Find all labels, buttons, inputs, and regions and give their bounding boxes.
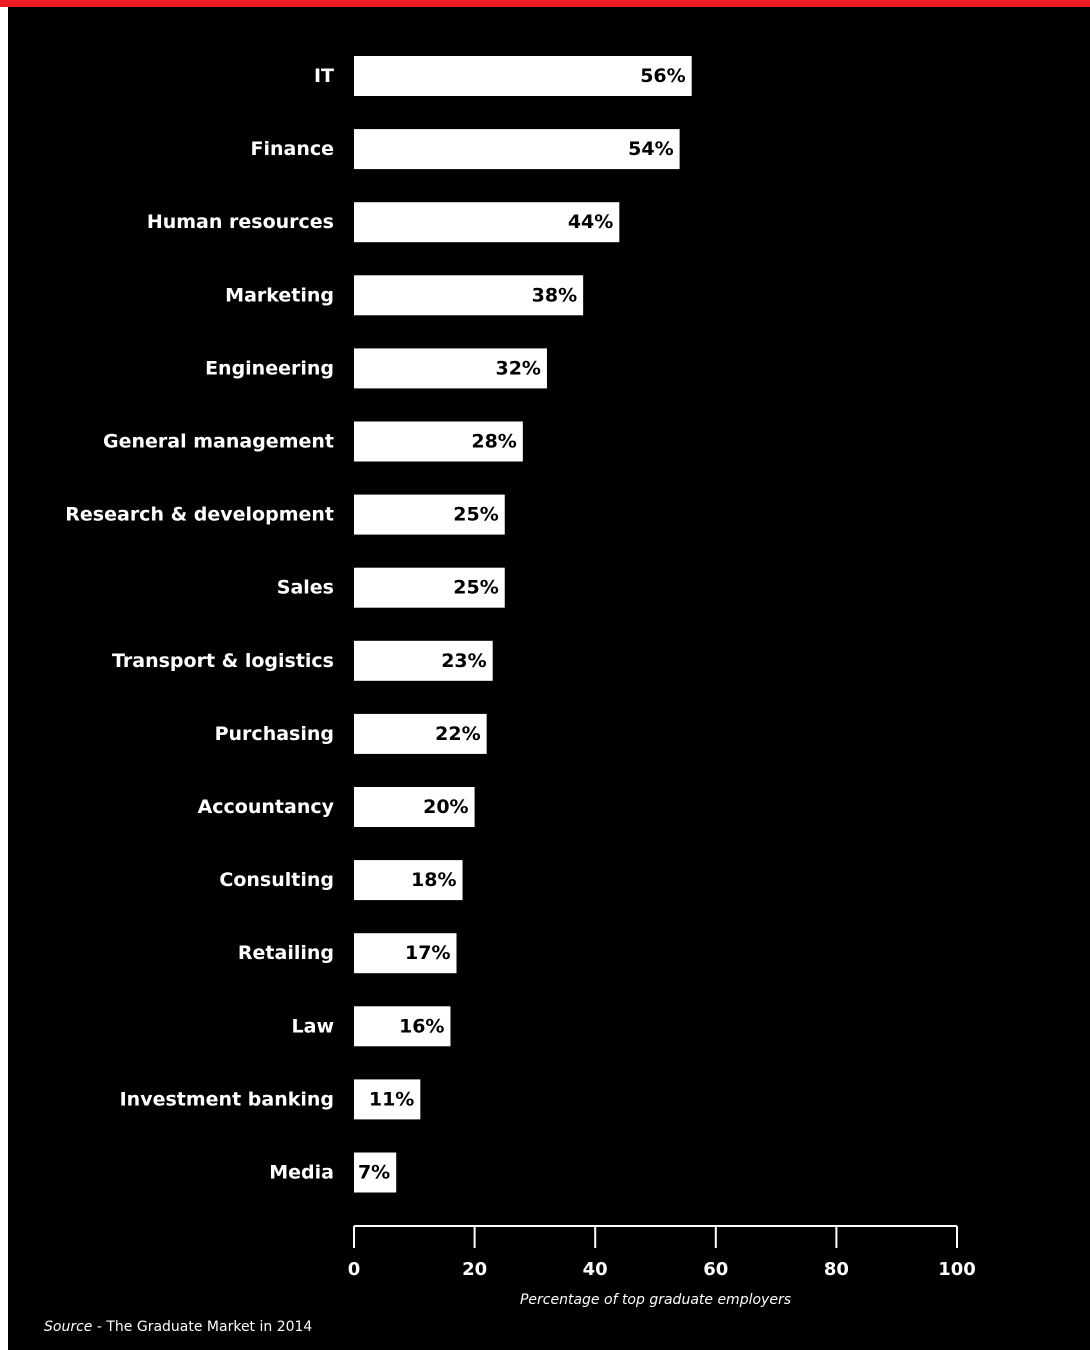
- source-text: The Graduate Market in 2014: [106, 1319, 313, 1335]
- bar-value-label: 56%: [640, 65, 685, 87]
- bar-value-label: 17%: [405, 942, 450, 964]
- category-label: Sales: [277, 577, 334, 599]
- category-label: Law: [292, 1015, 334, 1037]
- source-note: Source - The Graduate Market in 2014: [44, 1319, 312, 1335]
- bar: [354, 640, 493, 681]
- bar: [354, 567, 505, 608]
- bar-value-label: 32%: [495, 357, 540, 379]
- bar: [354, 275, 584, 316]
- bar-value-label: 18%: [411, 869, 456, 891]
- bar: [354, 56, 692, 96]
- bar-value-label: 28%: [471, 431, 516, 453]
- x-tick-label: 80: [824, 1259, 849, 1280]
- category-label: Accountancy: [198, 796, 335, 818]
- bar-value-label: 22%: [435, 723, 480, 745]
- x-tick-label: 40: [583, 1259, 608, 1280]
- category-label: IT: [314, 65, 334, 87]
- category-label: Media: [269, 1162, 334, 1184]
- category-label: Purchasing: [215, 723, 334, 745]
- bar: [354, 494, 505, 535]
- x-tick-label: 0: [348, 1259, 361, 1280]
- bar-value-label: 38%: [532, 284, 577, 306]
- category-label: General management: [103, 431, 334, 453]
- category-label: Investment banking: [120, 1088, 334, 1110]
- bar: [354, 1006, 451, 1047]
- category-label: Consulting: [219, 869, 334, 891]
- bar-chart: IT 56% Finance 54% Human resources 44% Marketi…: [65, 56, 976, 1280]
- bar: [354, 713, 487, 754]
- category-label: Human resources: [147, 211, 334, 233]
- bar: [354, 202, 620, 243]
- source-separator: -: [92, 1319, 107, 1335]
- bar: [354, 860, 463, 901]
- category-label: Engineering: [205, 357, 334, 379]
- x-tick-label: 60: [703, 1259, 728, 1280]
- bar: [354, 348, 547, 389]
- category-label: Transport & logistics: [112, 650, 334, 672]
- category-label: Research & development: [65, 504, 334, 526]
- chart-panel: IT 56% Finance 54% Human resources 44% Marketi…: [8, 7, 1090, 1350]
- bar-value-label: 20%: [423, 796, 468, 818]
- bar-value-label: 25%: [453, 577, 498, 599]
- bar-value-label: 11%: [369, 1088, 414, 1110]
- category-label: Marketing: [225, 284, 334, 306]
- bar-value-label: 54%: [628, 138, 673, 160]
- red-accent-bar: [0, 0, 1090, 7]
- category-label: Finance: [250, 138, 334, 160]
- x-tick-label: 20: [462, 1259, 487, 1280]
- bar-value-label: 23%: [441, 650, 486, 672]
- bar: [354, 421, 523, 462]
- x-tick-label: 100: [938, 1259, 976, 1280]
- bar: [354, 1152, 397, 1193]
- bar: [354, 129, 680, 170]
- x-axis-title: Percentage of top graduate employers: [519, 1292, 791, 1308]
- bar: [354, 1079, 421, 1120]
- source-label: Source: [44, 1319, 93, 1335]
- bar: [354, 933, 457, 974]
- category-label: Retailing: [238, 942, 334, 964]
- bar-value-label: 16%: [399, 1015, 444, 1037]
- bar-value-label: 7%: [358, 1162, 390, 1184]
- bar-value-label: 25%: [453, 504, 498, 526]
- bar: [354, 787, 475, 827]
- bar-value-label: 44%: [568, 211, 613, 233]
